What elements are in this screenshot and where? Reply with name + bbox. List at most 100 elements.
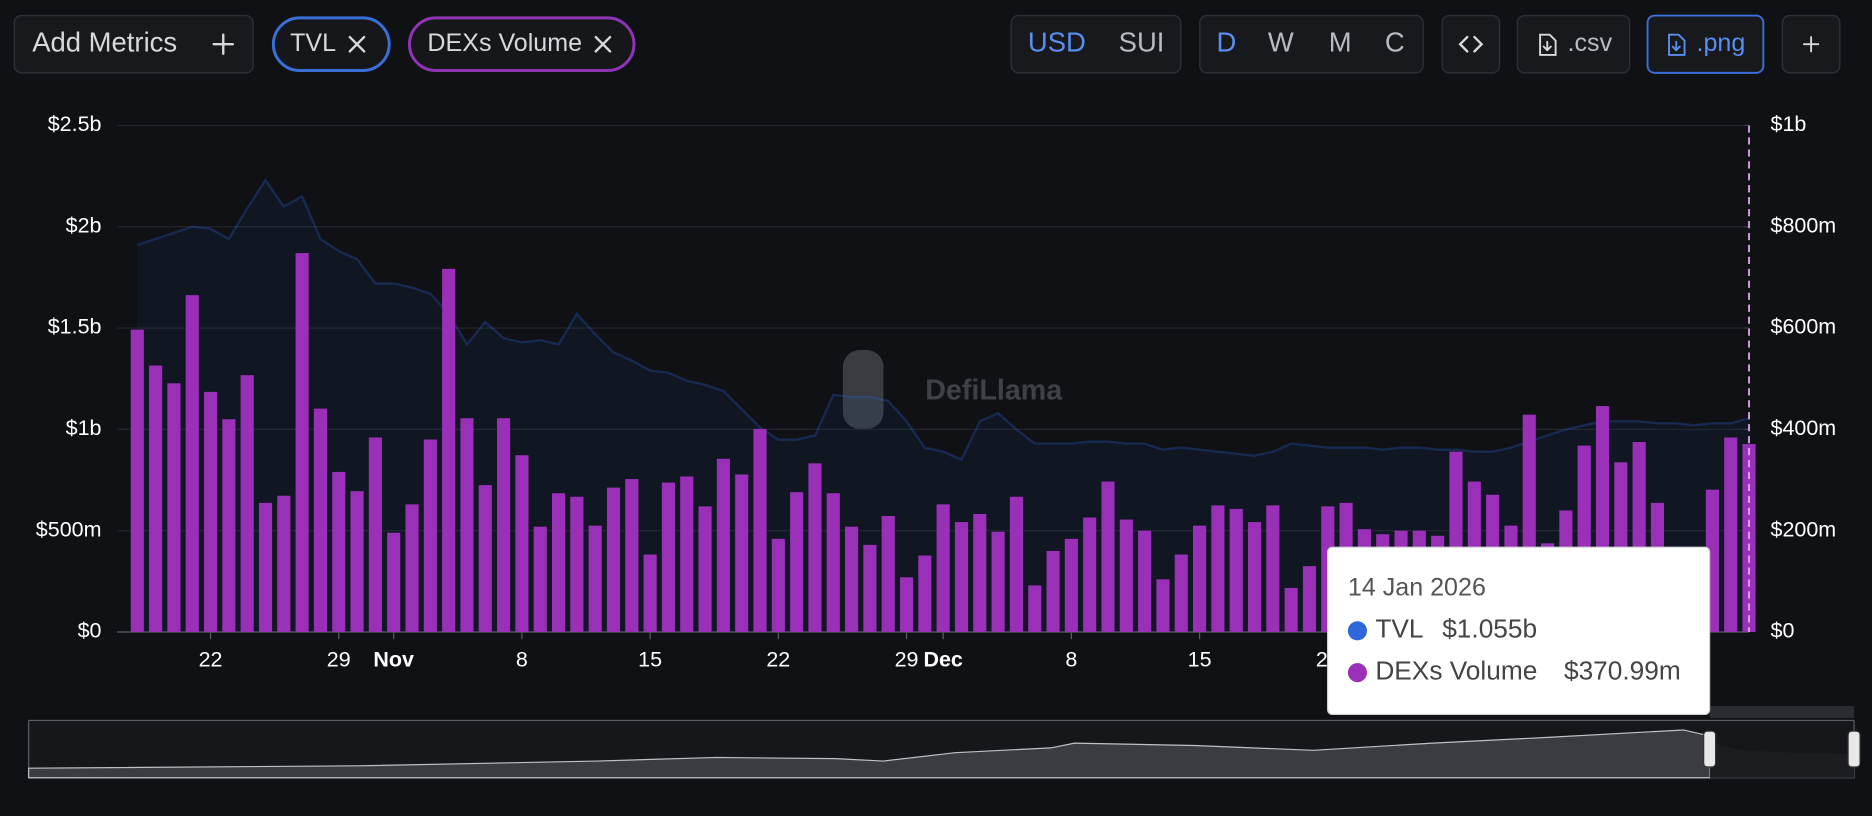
x-tick-label: 22 (766, 647, 790, 671)
volume-bar (1046, 550, 1060, 633)
tooltip: 14 Jan 2026 TVL $1.055b DEXs Volume $370… (1326, 546, 1711, 716)
volume-bar (149, 365, 163, 633)
tooltip-dot (1347, 663, 1367, 683)
x-tick-label: Nov (373, 647, 414, 671)
volume-bar (625, 479, 639, 633)
volume-bar (167, 383, 181, 633)
x-tick-label: 15 (638, 647, 662, 671)
x-tick-label: 8 (516, 647, 528, 671)
volume-bar (551, 493, 566, 633)
volume-bar (240, 375, 254, 633)
volume-bar (918, 555, 932, 633)
volume-bar (845, 526, 859, 633)
tooltip-value: $370.99m (1564, 656, 1681, 686)
navigator-scroll[interactable] (1709, 706, 1855, 719)
volume-bar (881, 516, 895, 633)
tooltip-value: $1.055b (1442, 614, 1537, 644)
file-icon (1668, 33, 1686, 56)
volume-bar (808, 463, 822, 633)
tooltip-name: TVL (1375, 614, 1423, 644)
volume-bar (313, 408, 328, 633)
volume-bar (1064, 538, 1078, 633)
currency-option[interactable]: SUI (1119, 26, 1165, 57)
volume-bar (606, 487, 621, 633)
y2-tick-label: $400m (1771, 416, 1837, 440)
volume-bar (460, 418, 474, 633)
period-group (1199, 14, 1424, 74)
volume-bar (222, 419, 236, 633)
volume-bar (1266, 505, 1280, 633)
currency-group (1010, 14, 1182, 74)
volume-bar (1211, 505, 1225, 633)
volume-bar (423, 439, 437, 633)
volume-bar (1284, 587, 1298, 633)
watermark-logo (842, 350, 884, 429)
volume-bar (1724, 437, 1738, 633)
dex-chip[interactable] (408, 16, 636, 72)
add-metrics-button[interactable] (13, 14, 254, 74)
x-tick-label: 29 (327, 647, 351, 671)
x-tick-label: 29 (895, 647, 919, 671)
volume-bar (368, 437, 382, 633)
plus-icon (1802, 36, 1820, 53)
navigator-handle[interactable] (1703, 730, 1717, 768)
volume-bar (1119, 519, 1133, 633)
volume-bar (826, 493, 840, 633)
tooltip-title: 14 Jan 2026 (1348, 574, 1486, 602)
volume-bar (1101, 481, 1115, 633)
volume-bar (680, 476, 694, 633)
tvl-chip[interactable] (271, 16, 391, 72)
volume-bar (1174, 554, 1188, 633)
code-icon (1458, 35, 1484, 53)
x-tick-label: 8 (1065, 647, 1077, 671)
watermark-text: DefiLlama (925, 374, 1063, 406)
volume-bar (497, 418, 511, 633)
period-option[interactable]: W (1268, 26, 1294, 57)
toolbar: Add Metrics TVL DEXs Volume USD SUI D W … (13, 14, 1841, 74)
volume-bar (570, 496, 584, 633)
tooltip-name: DEXs Volume (1375, 656, 1537, 686)
x-tick-label: 15 (1188, 647, 1212, 671)
y-tick-label: $2b (66, 213, 102, 237)
tvl-chip-label: TVL (290, 29, 336, 57)
png-button[interactable] (1646, 14, 1765, 74)
volume-bar (130, 329, 144, 633)
volume-bar (350, 491, 364, 633)
remove-icon[interactable] (348, 35, 366, 53)
currency-option[interactable]: USD (1028, 26, 1086, 57)
volume-bar (277, 495, 291, 633)
tvl-line (136, 178, 1750, 462)
volume-bar (258, 502, 273, 633)
y2-tick-label: $0 (1771, 619, 1795, 643)
period-option[interactable]: C (1385, 26, 1405, 57)
volume-bar (1302, 566, 1317, 633)
volume-bar (533, 526, 547, 633)
volume-bar (973, 513, 987, 633)
y-tick-label: $0 (78, 619, 102, 643)
period-option[interactable]: M (1329, 26, 1352, 57)
file-icon (1539, 33, 1557, 56)
volume-bar (588, 525, 602, 633)
csv-button[interactable] (1516, 14, 1631, 74)
navigator-handle[interactable] (1847, 730, 1861, 768)
plus-icon (212, 33, 235, 55)
volume-bar (771, 538, 785, 633)
volume-bar (899, 577, 914, 633)
volume-bar (203, 391, 218, 633)
volume-bar (954, 522, 969, 633)
volume-bar (515, 455, 529, 633)
y2-tick-label: $800m (1771, 213, 1837, 237)
volume-bar (863, 544, 877, 633)
navigator (28, 706, 1861, 779)
volume-bar (1247, 522, 1262, 633)
navigator-selected (1709, 743, 1855, 778)
embed-button[interactable] (1441, 14, 1501, 74)
volume-bar (936, 504, 950, 633)
period-option[interactable]: D (1217, 26, 1237, 57)
watermark: DefiLlama (842, 350, 1063, 429)
y2-tick-label: $1b (1771, 112, 1807, 136)
volume-bar (991, 531, 1005, 633)
remove-icon[interactable] (594, 35, 612, 53)
volume-bar (387, 532, 401, 633)
